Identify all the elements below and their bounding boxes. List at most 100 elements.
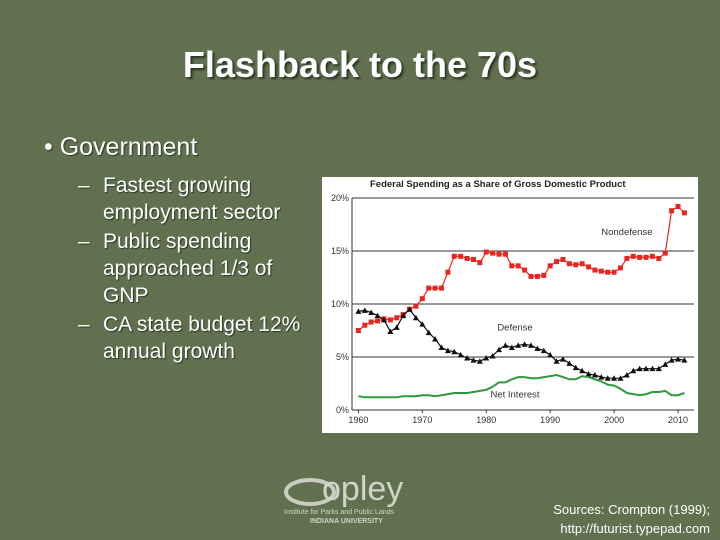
marker (464, 355, 471, 361)
marker (483, 249, 489, 255)
marker (496, 251, 502, 257)
chart-background (322, 177, 698, 433)
marker (611, 269, 617, 275)
logo-line: INDIANA UNIVERSITY (310, 518, 383, 525)
marker (559, 356, 566, 362)
series-line (358, 308, 685, 379)
marker (483, 355, 490, 361)
marker (355, 328, 361, 333)
marker (534, 273, 540, 279)
marker (355, 308, 362, 314)
marker (380, 316, 387, 323)
marker (508, 344, 515, 350)
marker (432, 335, 439, 342)
sub-bullet: CA state budget 12% annual growth (78, 311, 313, 365)
marker (681, 210, 687, 216)
marker (630, 367, 637, 374)
y-tick-label: 20% (331, 193, 349, 203)
marker (611, 375, 618, 381)
marker (675, 203, 681, 209)
marker (617, 375, 624, 381)
marker (560, 256, 566, 262)
marker (400, 312, 407, 319)
logo: opley Institute for Parks and Public Lan… (284, 470, 403, 525)
marker (598, 374, 605, 380)
marker (490, 250, 496, 256)
marker (425, 329, 432, 336)
marker (528, 273, 534, 279)
marker (630, 253, 636, 259)
sources: Sources: Crompton (1999); http://futuris… (553, 500, 710, 538)
marker (592, 267, 598, 273)
marker (413, 303, 419, 309)
marker (393, 324, 400, 330)
marker (541, 272, 547, 278)
marker (591, 372, 598, 378)
bullet: • Government (44, 133, 198, 161)
marker (566, 360, 573, 366)
marker (387, 328, 394, 335)
marker (572, 364, 579, 371)
marker (426, 285, 432, 291)
marker (438, 344, 445, 350)
source-line: Sources: Crompton (1999); (553, 502, 710, 517)
marker (458, 253, 464, 259)
marker (566, 261, 572, 267)
marker (509, 263, 515, 269)
marker (375, 318, 381, 324)
marker (624, 255, 630, 261)
marker (637, 254, 643, 260)
chart-title: Federal Spending as a Share of Gross Dom… (370, 179, 626, 190)
series-line (358, 205, 685, 331)
chart: Federal Spending as a Share of Gross Dom… (322, 177, 698, 433)
marker (540, 347, 547, 354)
marker (451, 348, 458, 355)
marker (553, 358, 560, 364)
marker (547, 263, 553, 269)
sub-bullets: Fastest growing employment sector Public… (78, 172, 313, 367)
marker (656, 255, 662, 261)
marker (444, 347, 451, 354)
marker (477, 260, 483, 266)
marker (489, 352, 496, 359)
marker (649, 253, 655, 259)
marker (432, 285, 438, 291)
logo-name: opley (322, 470, 403, 508)
marker (554, 259, 560, 265)
slide-title: Flashback to the 70s (182, 44, 538, 85)
y-tick-label: 10% (331, 299, 349, 309)
marker (406, 306, 413, 312)
marker (573, 262, 579, 268)
marker (515, 342, 522, 348)
marker (457, 351, 464, 358)
x-tick-label: 1980 (476, 415, 496, 425)
x-tick-label: 2010 (668, 415, 688, 425)
bullet-text: Government (59, 133, 198, 161)
marker (361, 307, 368, 313)
y-tick-label: 0% (336, 405, 349, 415)
marker (643, 365, 650, 372)
series-line (358, 373, 685, 399)
marker (521, 341, 528, 347)
marker (522, 267, 528, 273)
series-label: Net Interest (490, 389, 539, 400)
marker (502, 342, 509, 348)
marker (623, 372, 630, 378)
marker (394, 315, 400, 321)
marker (662, 250, 668, 256)
marker (412, 314, 419, 321)
marker (579, 367, 586, 374)
marker (419, 321, 426, 327)
marker (668, 357, 675, 363)
marker (496, 346, 503, 353)
marker (387, 317, 393, 323)
series-label: Defense (497, 323, 532, 334)
marker (368, 319, 374, 325)
marker (681, 357, 688, 363)
marker (547, 351, 554, 358)
marker (470, 256, 476, 262)
marker (598, 268, 604, 274)
marker (362, 322, 368, 328)
marker (515, 263, 521, 269)
marker (643, 254, 649, 260)
